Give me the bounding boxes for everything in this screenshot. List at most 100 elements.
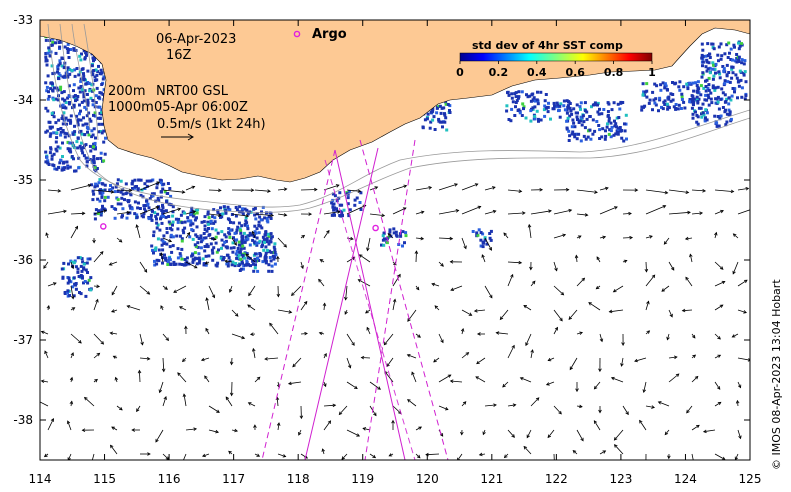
current-arrow: [737, 381, 742, 389]
sst-pixel: [98, 178, 102, 182]
sst-pixel: [240, 235, 244, 239]
sst-pixel: [228, 235, 232, 239]
argo-label: Argo: [312, 27, 347, 42]
sst-pixel: [56, 98, 60, 102]
sst-pixel: [242, 231, 246, 235]
sst-pixel: [84, 294, 88, 298]
sst-pixel: [709, 97, 713, 101]
sst-pixel: [161, 248, 165, 252]
sst-pixel: [263, 233, 267, 237]
sst-pixel: [618, 107, 622, 111]
sst-pixel: [708, 66, 712, 70]
current-arrow: [369, 381, 381, 390]
current-arrow: [110, 309, 118, 313]
sst-pixel: [699, 93, 703, 97]
sst-pixel: [617, 116, 621, 119]
sst-pixel: [733, 45, 736, 49]
sst-pixel: [66, 289, 70, 293]
sst-pixel: [54, 97, 58, 101]
sst-pixel: [116, 202, 120, 206]
sst-pixel: [251, 262, 255, 266]
sst-pixel: [51, 163, 55, 167]
sst-pixel: [79, 77, 83, 81]
sst-pixel: [671, 81, 674, 84]
sst-pixel: [100, 108, 104, 112]
sst-pixel: [163, 253, 166, 257]
sst-pixel: [72, 103, 76, 107]
sst-pixel: [59, 85, 63, 89]
sst-pixel: [54, 140, 58, 144]
current-arrow: [300, 331, 308, 336]
current-arrow: [449, 379, 463, 384]
sst-pixel: [235, 228, 239, 232]
sst-pixel: [47, 48, 51, 52]
sst-pixel: [234, 262, 238, 265]
sst-pixel: [241, 244, 245, 248]
sst-pixel: [588, 128, 592, 132]
sst-pixel: [173, 262, 177, 266]
current-arrow: [495, 331, 509, 335]
sst-pixel: [719, 57, 723, 61]
sst-pixel: [227, 256, 231, 260]
sst-pixel: [99, 130, 102, 133]
sst-pixel: [443, 120, 447, 124]
sst-pixel: [103, 195, 107, 199]
sst-pixel: [479, 231, 483, 234]
sst-pixel: [696, 86, 700, 90]
current-arrow: [43, 453, 49, 458]
sst-pixel: [152, 192, 156, 196]
current-arrow: [248, 285, 256, 297]
x-tick-label: 118: [287, 472, 310, 486]
sst-pixel: [180, 247, 184, 251]
sst-pixel: [272, 254, 276, 258]
sst-pixel: [730, 94, 734, 98]
sst-pixel: [147, 217, 151, 221]
sst-pixel: [716, 85, 720, 89]
sst-pixel: [99, 72, 103, 76]
sst-pixel: [240, 224, 244, 228]
current-arrow: [392, 184, 408, 191]
sst-pixel: [239, 229, 243, 233]
sst-pixel: [421, 126, 425, 130]
sst-pixel: [48, 54, 52, 58]
sst-pixel: [243, 240, 247, 244]
current-arrow: [691, 188, 707, 193]
current-arrow: [476, 357, 486, 365]
sst-pixel: [714, 62, 718, 66]
sst-pixel: [211, 215, 215, 219]
current-arrow: [91, 453, 95, 460]
sst-pixel: [103, 183, 107, 187]
sst-pixel: [231, 241, 235, 245]
sst-pixel: [552, 101, 556, 105]
sst-pixel: [253, 240, 257, 244]
sst-pixel: [72, 83, 76, 87]
sst-pixel: [76, 146, 80, 150]
sst-pixel: [98, 117, 102, 120]
sst-pixel: [51, 89, 55, 93]
sst-pixel: [156, 212, 160, 216]
sst-pixel: [92, 192, 96, 196]
sst-pixel: [176, 220, 180, 224]
sst-pixel: [90, 129, 94, 133]
sst-pixel: [236, 247, 240, 250]
sst-pixel: [73, 124, 76, 128]
sst-pixel: [696, 122, 700, 126]
sst-pixel: [221, 212, 225, 216]
sst-pixel: [404, 231, 408, 235]
current-arrow: [344, 309, 348, 315]
sst-pixel: [45, 129, 49, 133]
sst-pixel: [72, 261, 76, 265]
sst-pixel: [692, 97, 696, 101]
sst-pixel: [148, 197, 152, 201]
sst-pixel: [337, 196, 341, 200]
current-arrow: [438, 405, 449, 411]
sst-pixel: [265, 211, 268, 215]
sst-pixel: [80, 148, 84, 152]
sst-pixel: [66, 74, 70, 78]
sst-pixel: [46, 109, 50, 113]
sst-pixel: [573, 125, 577, 129]
current-arrow: [449, 260, 463, 264]
sst-pixel: [680, 95, 684, 99]
sst-pixel: [621, 101, 625, 104]
sst-pixel: [84, 268, 88, 272]
